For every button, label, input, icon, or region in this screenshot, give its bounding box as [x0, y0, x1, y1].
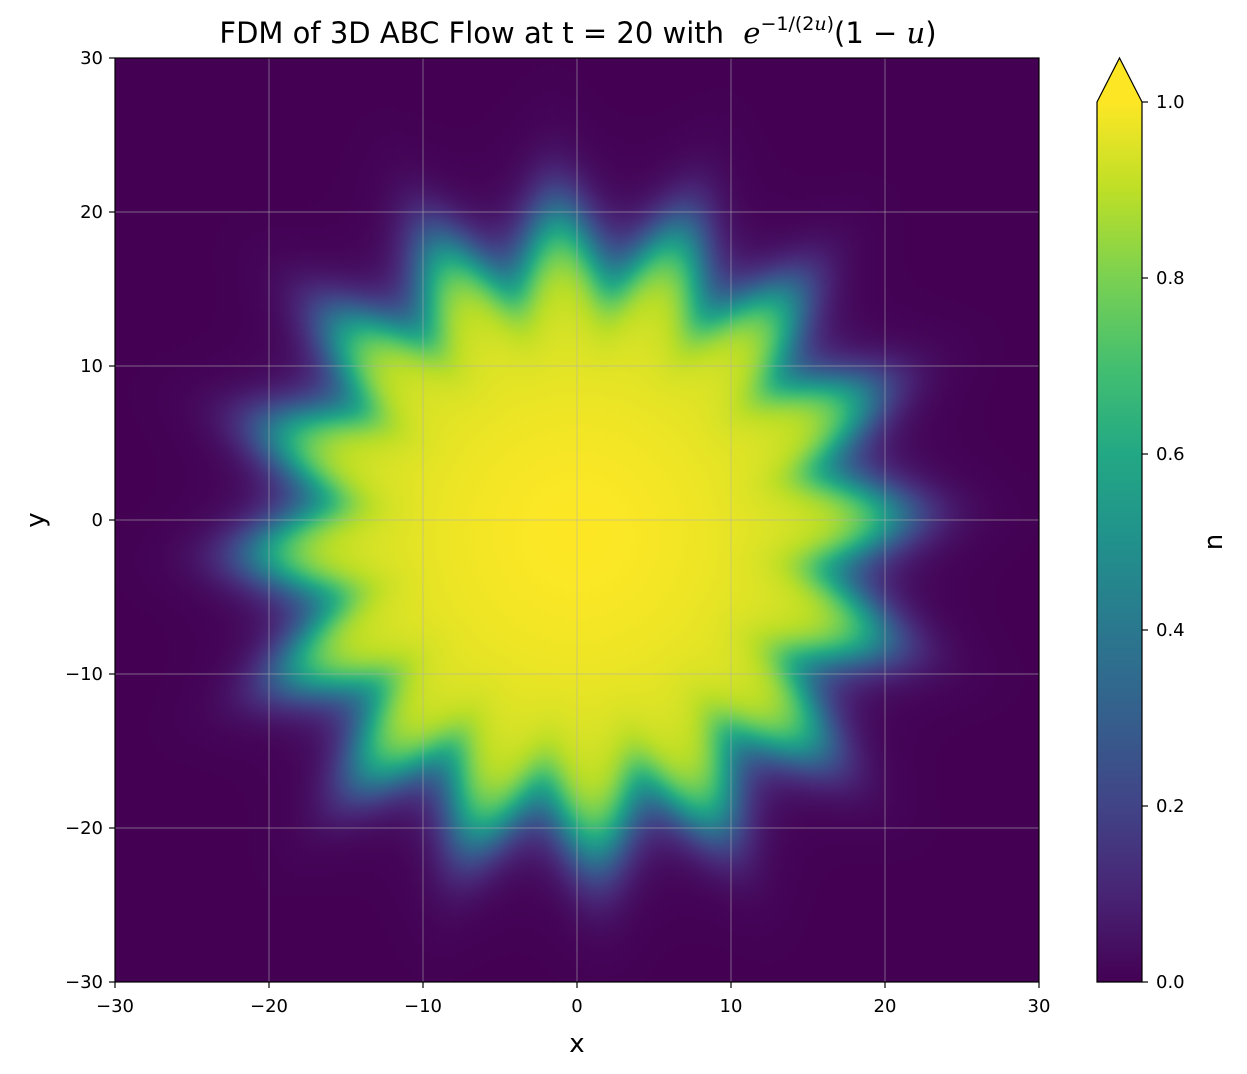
- colorbar-ticks: 0.0 0.2 0.4 0.6 0.8 1.0: [1142, 92, 1185, 993]
- colorbar-body: [1097, 102, 1142, 982]
- x-tick-label: −30: [96, 996, 134, 1017]
- x-tick-label: −10: [404, 996, 442, 1017]
- x-tick-label: 20: [874, 996, 897, 1017]
- chart-title-exp-base: e: [743, 16, 760, 50]
- heatmap-image: [115, 58, 1039, 982]
- chart-title-prefix: FDM of 3D ABC Flow at t = 20 with: [219, 16, 724, 50]
- x-tick-label: −20: [250, 996, 288, 1017]
- colorbar-label: u: [1201, 534, 1231, 550]
- y-axis-ticks: −30 −20 −10 0 10 20 30: [65, 48, 115, 993]
- x-axis-label: x: [569, 1029, 584, 1059]
- colorbar-tick-label: 0.4: [1156, 620, 1185, 641]
- x-tick-label: 0: [571, 996, 582, 1017]
- y-tick-label: 30: [80, 48, 103, 69]
- colorbar-tick-label: 0.2: [1156, 796, 1185, 817]
- y-tick-label: −20: [65, 818, 103, 839]
- y-tick-label: 20: [80, 202, 103, 223]
- colorbar-outline: [1096, 56, 1143, 983]
- y-tick-label: 10: [80, 356, 103, 377]
- chart-title-exp-power: −1/(2u): [760, 13, 834, 35]
- grid-lines: [115, 58, 1039, 982]
- x-tick-label: 30: [1028, 996, 1051, 1017]
- colorbar-tick-label: 1.0: [1156, 92, 1185, 113]
- colorbar-tick-label: 0.6: [1156, 444, 1185, 465]
- plot-area: [114, 57, 1040, 983]
- y-axis-label: y: [21, 512, 51, 527]
- colorbar-tick-label: 0.8: [1156, 268, 1185, 289]
- colorbar: 0.0 0.2 0.4 0.6 0.8 1.0 u: [1096, 56, 1231, 993]
- y-tick-label: −30: [65, 972, 103, 993]
- y-tick-label: 0: [92, 510, 103, 531]
- x-tick-label: 10: [720, 996, 743, 1017]
- colorbar-extend-arrow: [1097, 58, 1142, 102]
- chart-title-factor: (1 − u): [834, 16, 937, 50]
- colorbar-tick-label: 0.0: [1156, 972, 1185, 993]
- chart-title: FDM of 3D ABC Flow at t = 20 with e−1/(2…: [219, 13, 936, 50]
- y-tick-label: −10: [65, 664, 103, 685]
- x-axis-ticks: −30 −20 −10 0 10 20 30: [96, 982, 1050, 1017]
